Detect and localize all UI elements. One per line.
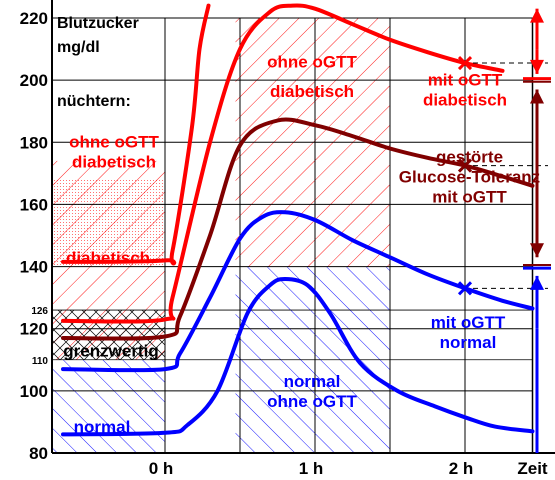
arrow-blue-up	[530, 275, 544, 329]
y-tick-label-200: 200	[20, 71, 48, 90]
arrow-red-up	[530, 8, 544, 50]
x-tick-label-2: 2 h	[449, 459, 474, 478]
y-tick-label-100: 100	[20, 382, 48, 401]
region-fasting-dots	[52, 179, 165, 267]
markers	[457, 55, 548, 296]
ann-impaired-line-2: mit oGTT	[432, 187, 507, 206]
range-arrows	[523, 8, 551, 453]
ann-diabetic-line-0: diabetisch	[66, 248, 150, 267]
annotations: ohne oGTTdiabetischdiabetischgrenzwertig…	[63, 53, 540, 437]
y-tick-label-220: 220	[20, 9, 48, 28]
ann-with-ogtt-normal-line-0: mit oGTT	[431, 313, 506, 332]
y-tick-labels: 80 100 120 140 160 180 200 220 110 126	[20, 9, 49, 463]
series-line-red-upper	[61, 3, 211, 266]
y-tick-label-180: 180	[20, 133, 48, 152]
x-tick-label-1: 1 h	[299, 459, 324, 478]
fasting-label: nüchtern:	[57, 93, 131, 110]
series-line-blue-lower	[61, 277, 535, 437]
ann-no-ogtt-line-0: ohne oGTT	[267, 53, 357, 72]
ann-fasting-diabetic-line-0: ohne oGTT	[69, 133, 159, 152]
arrow-darkred-up	[530, 89, 544, 180]
ann-with-ogtt-normal-line-1: normal	[440, 333, 497, 352]
y-tick-label-160: 160	[20, 195, 48, 214]
y-tick-label-110: 110	[32, 356, 49, 367]
series-line-blue-upper	[61, 210, 535, 373]
series	[61, 3, 535, 437]
y-axis-label-line2: mg/dl	[57, 39, 100, 56]
ann-normal-left-line-0: normal	[74, 418, 131, 437]
ann-with-ogtt-diabetic-line-1: diabetisch	[423, 90, 507, 109]
y-tick-label-120: 120	[20, 320, 48, 339]
arrow-darkred-down	[530, 179, 544, 258]
marker-2h-1	[457, 158, 473, 173]
x-tick-label-3: Zeit	[517, 459, 548, 478]
x-tick-label-0: 0 h	[149, 459, 174, 478]
y-tick-label-140: 140	[20, 258, 48, 277]
region-fasting-borderline	[52, 310, 165, 360]
marker-2h-0	[457, 55, 473, 71]
marker-2h-2	[457, 281, 473, 296]
ann-normal-no-ogtt-line-1: ohne oGTT	[267, 392, 357, 411]
series-line-red-lower	[61, 3, 505, 324]
y-tick-label-80: 80	[29, 444, 48, 463]
arrow-red-down	[530, 49, 544, 74]
ann-impaired-line-1: Glucose-Toleranz	[399, 167, 540, 186]
ann-diabetic-mid-line-0: diabetisch	[270, 82, 354, 101]
axes	[51, 0, 555, 454]
ann-impaired-line-0: gestörte	[436, 147, 503, 166]
y-axis-label-line1: Blutzucker	[57, 15, 139, 32]
ann-normal-no-ogtt-line-0: normal	[284, 372, 341, 391]
region-fasting-normal	[52, 359, 165, 453]
y-tick-label-126: 126	[31, 306, 48, 317]
x-tick-labels: 0 h 1 h 2 h Zeit	[149, 459, 548, 478]
ann-fasting-diabetic-line-1: diabetisch	[72, 153, 156, 172]
ann-with-ogtt-diabetic-line-0: mit oGTT	[428, 70, 503, 89]
ann-borderline-line-0: grenzwertig	[63, 341, 158, 360]
